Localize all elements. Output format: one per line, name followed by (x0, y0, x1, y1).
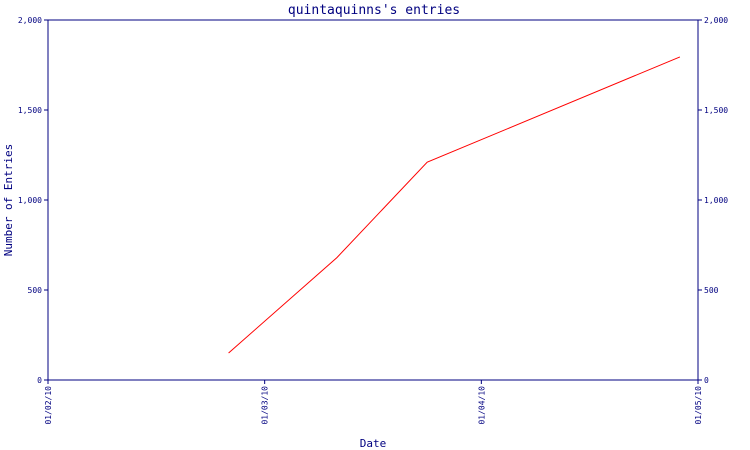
y-tick-label-right: 1,000 (704, 196, 728, 205)
y-tick-label-left: 2,000 (18, 16, 42, 25)
x-tick-label: 01/05/10 (694, 386, 703, 425)
y-tick-label-right: 0 (704, 376, 709, 385)
series-line-0 (228, 56, 681, 354)
series-layer (228, 56, 681, 354)
chart-title: quintaquinns's entries (288, 3, 460, 18)
y-tick-label-left: 1,000 (18, 196, 42, 205)
y-axis-right-ticks: 0 500 1,000 1,500 2,000 (698, 16, 728, 385)
y-tick-label-left: 1,500 (18, 106, 42, 115)
y-tick-label-left: 500 (28, 286, 43, 295)
y-tick-label-left: 0 (37, 376, 42, 385)
x-axis-ticks: 01/02/10 01/03/10 01/04/10 01/05/10 (44, 380, 703, 425)
x-tick-label: 01/04/10 (477, 386, 486, 425)
x-tick-label: 01/02/10 (44, 386, 53, 425)
plot-area (47, 19, 699, 381)
x-tick-label: 01/03/10 (261, 386, 270, 425)
y-tick-label-right: 1,500 (704, 106, 728, 115)
y-axis-label: Number of Entries (2, 144, 15, 257)
y-tick-label-right: 500 (704, 286, 719, 295)
x-axis-label: Date (360, 437, 387, 450)
y-axis-left-ticks: 0 500 1,000 1,500 2,000 (18, 16, 48, 385)
y-tick-label-right: 2,000 (704, 16, 728, 25)
